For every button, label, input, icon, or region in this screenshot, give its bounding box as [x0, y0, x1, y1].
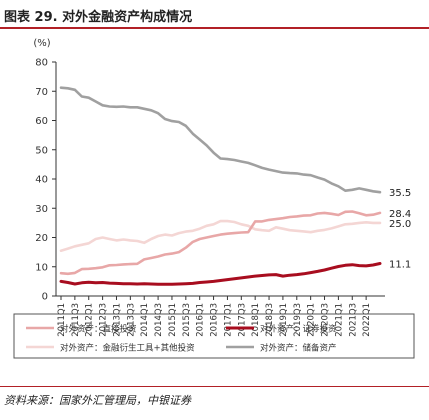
y-tick-label: 80: [35, 58, 48, 69]
legend-label-0: 对外资产：直接投资: [60, 324, 137, 335]
legend-label-1: 对外资产：证券投资: [260, 324, 337, 335]
x-tick-label: 2021Q1: [334, 303, 344, 337]
title-rule: [0, 27, 429, 29]
end-label-0: 28.4: [389, 209, 411, 220]
x-tick-label: 2013Q1: [112, 303, 122, 337]
y-tick-label: 30: [35, 204, 48, 215]
series-line-1: [59, 262, 382, 286]
x-tick-label: 2012Q1: [85, 303, 95, 337]
x-tick-label: 2011Q1: [57, 303, 67, 337]
x-tick-label: 2015Q3: [182, 303, 192, 337]
y-tick-label: 50: [35, 145, 48, 156]
x-tick-label: 2018Q1: [251, 303, 261, 337]
axes: 0 10 20 30 40 50 60 70 80 2011Q1 2011Q3 2012Q1 2012Q…: [35, 58, 385, 337]
end-labels: 28.4 11.1 25.0 35.5: [389, 188, 411, 270]
x-tick-label: 2020Q1: [307, 303, 317, 337]
x-tick-label: 2016Q3: [210, 303, 220, 337]
x-tick-label: 2012Q3: [99, 303, 109, 337]
x-tick-label: 2014Q1: [140, 303, 150, 337]
x-tick-label: 2022Q1: [362, 303, 372, 337]
line-chart: (%) 0 10 20 30 40 50 60 70 80 2011Q1 2011Q3 2012Q1 2…: [13, 38, 415, 359]
series-line-2: [59, 219, 382, 252]
legend-label-3: 对外资产：储备资产: [260, 343, 337, 354]
x-tick-label: 2015Q1: [168, 303, 178, 337]
x-tick-label: 2020Q3: [321, 303, 331, 337]
x-tick-label: 2014Q3: [154, 303, 164, 337]
y-tick-label: 10: [35, 262, 48, 273]
series-line-3: [59, 86, 382, 194]
y-tick-label: 60: [35, 116, 48, 127]
source-rule: [0, 386, 429, 387]
x-tick-label: 2016Q1: [196, 303, 206, 337]
y-tick-label: 0: [42, 292, 48, 303]
end-label-3: 35.5: [389, 188, 411, 199]
end-label-1: 11.1: [389, 260, 411, 271]
y-tick-label: 20: [35, 233, 48, 244]
y-tick-label: 70: [35, 87, 48, 98]
end-label-2: 25.0: [389, 219, 411, 230]
x-tick-label: 2019Q3: [293, 303, 303, 337]
series-lines: [59, 86, 382, 286]
x-tick-label: 2018Q3: [265, 303, 275, 337]
y-axis-unit-label: (%): [33, 38, 50, 49]
x-tick-label: 2011Q3: [71, 303, 81, 337]
x-tick-label: 2021Q3: [348, 303, 358, 337]
figure-title: 图表 29. 对外金融资产构成情况: [4, 10, 193, 25]
x-tick-label: 2017Q1: [223, 303, 233, 337]
x-tick-label: 2019Q1: [279, 303, 289, 337]
x-tick-label: 2017Q3: [237, 303, 247, 337]
legend-box: [13, 313, 415, 359]
legend-label-2: 对外资产：金融衍生工具+其他投资: [60, 343, 195, 354]
x-tick-label: 2013Q3: [126, 303, 136, 337]
series-line-0: [59, 210, 382, 276]
y-tick-label: 40: [35, 175, 48, 186]
source-note: 资料来源：国家外汇管理局，中银证券: [4, 394, 191, 407]
